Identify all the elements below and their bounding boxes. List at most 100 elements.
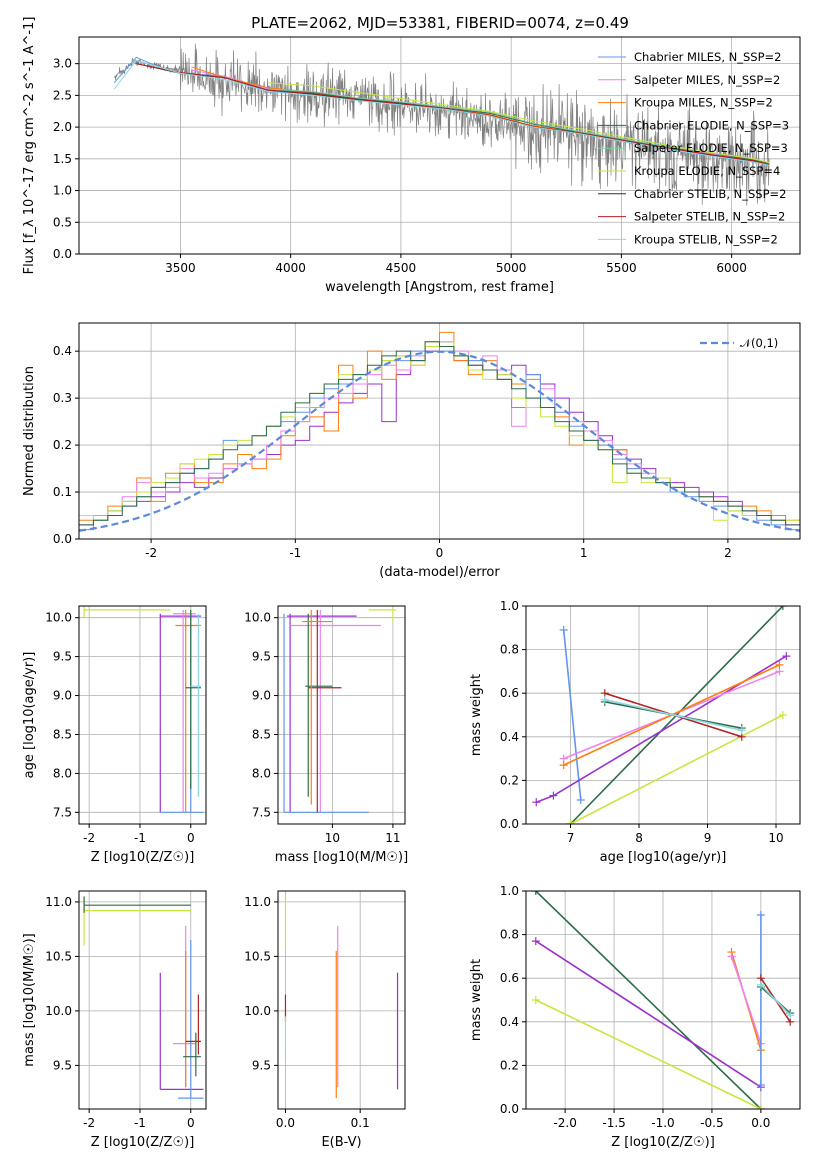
y-tick-label: 1.0	[500, 884, 519, 898]
x-axis-label: wavelength [Angstrom, rest frame]	[325, 280, 554, 295]
weight-marker	[756, 1081, 765, 1090]
weight-marker	[756, 980, 765, 989]
weight-line	[535, 999, 762, 1109]
y-tick-label: 10.5	[244, 949, 271, 963]
weight-marker	[576, 796, 585, 805]
panel-weight-vs-age: 7 8 9 10 0.0 0.2 0.4 0.6 0.8 1.0 age [log10(age/yr…	[469, 599, 801, 865]
weight-line	[760, 984, 791, 1016]
observed-spectrum-line	[114, 43, 770, 206]
x-tick-label: -0.5	[700, 1116, 723, 1130]
y-tick-label: 9.5	[252, 1058, 271, 1072]
x-tick-label: -1	[134, 831, 146, 845]
x-tick-label: 4000	[275, 261, 306, 275]
weight-marker	[737, 726, 746, 735]
legend-entry: 𝒩(0,1)	[740, 336, 778, 350]
x-tick-label: 10	[325, 831, 340, 845]
y-axis-label: mass weight	[469, 674, 484, 756]
weight-line	[562, 629, 582, 801]
x-tick-label: 5000	[496, 261, 527, 275]
y-tick-label: 8.0	[53, 766, 72, 780]
weight-marker	[727, 952, 736, 961]
x-tick-label: 1	[580, 546, 588, 560]
y-tick-label: 0.6	[500, 971, 519, 985]
axes-frame	[78, 890, 207, 1110]
legend-entry: Chabrier ELODIE, N_SSP=3	[634, 118, 789, 132]
y-tick-label: 8.5	[252, 727, 271, 741]
y-tick-label: 0.2	[500, 1058, 519, 1072]
legend-entry: Kroupa STELIB, N_SSP=2	[634, 232, 778, 246]
y-axis-label: Normed distribution	[22, 366, 37, 496]
y-tick-label: 3.0	[53, 57, 72, 71]
axes-frame	[277, 605, 406, 825]
chart-title: PLATE=2062, MJD=53381, FIBERID=0074, z=0…	[251, 14, 629, 32]
x-tick-label: 10	[768, 831, 783, 845]
panel-age-vs-Z: -2 -1 0 7.5 8.0 8.5 9.0 9.5 10.0 Z [log10(Z/Z☉)] a…	[22, 605, 207, 865]
plot-area	[284, 896, 399, 1099]
y-tick-label: 8.5	[53, 727, 72, 741]
plot-area	[83, 606, 204, 813]
x-tick-label: 0	[187, 831, 195, 845]
weight-marker	[531, 891, 540, 895]
x-tick-label: -1.0	[651, 1116, 674, 1130]
x-axis-label: mass [log10(M/M☉)]	[275, 850, 408, 865]
weight-marker	[559, 761, 568, 770]
x-axis-label: E(B-V)	[321, 1135, 361, 1150]
y-tick-label: 11.0	[45, 895, 72, 909]
model-spectrum-line	[113, 59, 770, 166]
weight-marker	[756, 910, 765, 919]
model-spectrum-line	[268, 82, 770, 164]
x-tick-label: 0.0	[276, 1116, 295, 1130]
y-tick-label: 1.5	[53, 152, 72, 166]
x-tick-label: -2	[83, 831, 95, 845]
x-axis-label: Z [log10(Z/Z☉)]	[611, 1135, 715, 1150]
y-tick-label: 0.6	[500, 686, 519, 700]
plot-area	[113, 43, 770, 206]
y-tick-label: 10.0	[45, 1004, 72, 1018]
y-tick-label: 10.0	[244, 611, 271, 625]
weight-marker	[549, 791, 558, 800]
x-tick-label: 0	[187, 1116, 195, 1130]
y-tick-label: 1.0	[53, 184, 72, 198]
x-tick-label: -2	[83, 1116, 95, 1130]
x-axis-label: Z [log10(Z/Z☉)]	[91, 850, 195, 865]
x-tick-label: 11	[385, 831, 400, 845]
y-axis-label: Flux [f_λ 10^-17 erg cm^-2 s^-1 A^-1]	[22, 17, 37, 275]
axes-frame	[277, 890, 406, 1110]
axes-frame	[525, 605, 801, 825]
legend-entry: Chabrier MILES, N_SSP=2	[634, 50, 781, 64]
gaussian-curve	[79, 350, 800, 532]
y-tick-label: 0.0	[500, 1102, 519, 1116]
panel-age-vs-mass: 10 11 7.5 8.0 8.5 9.0 9.5 10.0 mass [log10(M/M☉)…	[244, 605, 408, 865]
x-tick-label: -1	[289, 546, 301, 560]
axes-frame	[78, 36, 801, 255]
y-tick-label: 0.2	[53, 438, 72, 452]
gridlines	[79, 606, 206, 824]
model-spectrum-line	[136, 63, 770, 165]
axes-frame	[525, 890, 801, 1110]
plot-area	[283, 606, 396, 813]
y-tick-label: 1.0	[500, 599, 519, 613]
weight-line	[535, 891, 762, 1109]
legend-entry: Chabrier STELIB, N_SSP=2	[634, 187, 786, 201]
x-tick-label: 6000	[716, 261, 747, 275]
y-tick-label: 0.8	[500, 643, 519, 657]
y-axis-label: mass [log10(M/M☉)]	[22, 933, 37, 1066]
x-tick-label: -2.0	[553, 1116, 576, 1130]
weight-marker	[600, 695, 609, 704]
y-tick-label: 0.4	[53, 344, 72, 358]
y-tick-label: 10.5	[45, 949, 72, 963]
axes-frame	[78, 322, 801, 540]
x-axis-label: Z [log10(Z/Z☉)]	[91, 1135, 195, 1150]
panel-spectrum: 3500 4000 4500 5000 5500 6000 0.0 0.5 1.0 1.5 2.0 2…	[22, 17, 801, 295]
y-tick-label: 9.0	[252, 689, 271, 703]
weight-marker	[782, 652, 791, 661]
weight-marker	[559, 625, 568, 634]
histogram-step	[79, 341, 800, 521]
y-axis-label: age [log10(age/yr)]	[22, 652, 37, 779]
y-tick-label: 0.0	[500, 817, 519, 831]
plot-area	[531, 891, 795, 1109]
plot-area	[79, 331, 800, 532]
panel-weight-vs-Z: -2.0 -1.5 -1.0 -0.5 0.0 0.0 0.2 0.4 0.6 0.8 1.0 Z […	[469, 884, 801, 1150]
y-tick-label: 2.0	[53, 120, 72, 134]
